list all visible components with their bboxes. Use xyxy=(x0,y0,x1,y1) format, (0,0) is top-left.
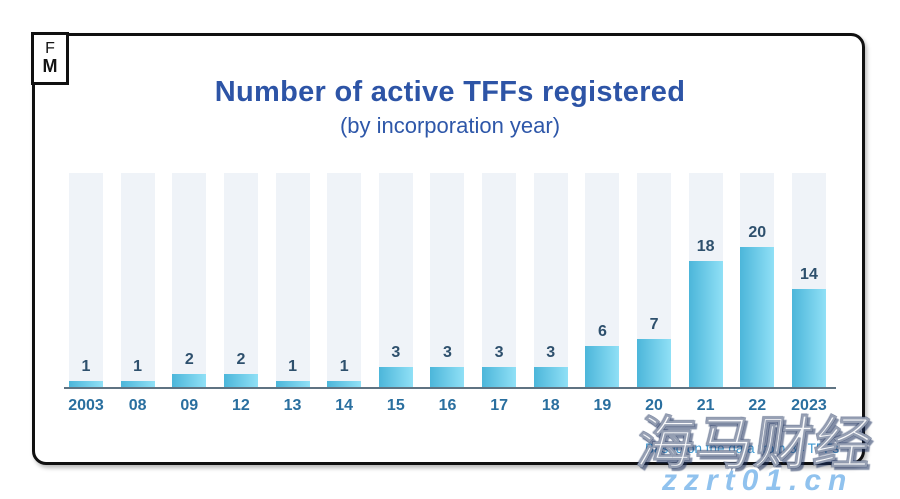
year-label-08: 08 xyxy=(128,397,147,414)
x-axis-line xyxy=(64,387,836,389)
year-label-13: 13 xyxy=(283,397,302,414)
fm-logo: F M xyxy=(31,32,69,85)
bar-column-17: 3 17 xyxy=(482,173,517,414)
column-track xyxy=(327,173,362,388)
column-track xyxy=(533,173,568,388)
page-title: Number of active TFFs registered xyxy=(214,76,686,108)
value-label-13: 1 xyxy=(288,358,297,375)
column-track xyxy=(69,173,103,388)
bar-16 xyxy=(430,367,465,388)
bar-20 xyxy=(637,339,672,388)
value-label-09: 2 xyxy=(184,351,194,368)
value-label-18: 3 xyxy=(546,344,556,361)
value-label-20: 7 xyxy=(649,316,659,333)
bar-22 xyxy=(740,247,775,388)
bar-column-16: 3 16 xyxy=(430,173,465,414)
bar-column-09: 2 09 xyxy=(172,173,207,414)
column-track xyxy=(482,173,517,388)
year-label-2023: 2023 xyxy=(791,397,827,414)
bar-17 xyxy=(482,367,517,388)
value-label-15: 3 xyxy=(391,344,401,361)
bar-column-15: 3 15 xyxy=(378,173,413,414)
bar-18 xyxy=(533,367,568,388)
value-label-19: 6 xyxy=(597,323,607,340)
footnote-text: Based on the data from 84 TFFs xyxy=(645,441,840,456)
year-label-22: 22 xyxy=(748,397,767,414)
bar-column-2023: 14 2023 xyxy=(791,173,827,414)
year-label-17: 17 xyxy=(490,397,508,414)
value-label-16: 3 xyxy=(443,344,452,361)
value-label-12: 2 xyxy=(236,351,246,368)
column-track xyxy=(275,173,310,388)
bar-12 xyxy=(223,374,258,388)
value-label-08: 1 xyxy=(133,358,143,375)
watermark-site-url: zzrt01.cn xyxy=(662,464,854,497)
year-label-21: 21 xyxy=(696,397,715,414)
value-label-2003: 1 xyxy=(81,358,91,375)
year-label-14: 14 xyxy=(335,397,354,414)
year-label-2003: 2003 xyxy=(68,397,104,414)
year-label-09: 09 xyxy=(180,397,199,414)
bar-column-21: 18 21 xyxy=(688,173,723,414)
value-label-21: 18 xyxy=(696,238,715,255)
bar-2003 xyxy=(69,381,103,388)
bar-column-18: 3 18 xyxy=(533,173,568,414)
bar-13 xyxy=(275,381,310,388)
bar-09 xyxy=(172,374,207,388)
bar-column-12: 2 12 xyxy=(223,173,258,414)
column-track xyxy=(223,173,258,388)
year-label-16: 16 xyxy=(438,397,457,414)
bar-column-13: 1 13 xyxy=(275,173,310,414)
bar-column-2003: 1 2003 xyxy=(68,173,104,414)
bar-column-19: 6 19 xyxy=(585,173,620,414)
bar-21 xyxy=(688,261,723,388)
bar-08 xyxy=(120,381,155,388)
fm-logo-letter-m: M xyxy=(42,56,58,77)
value-label-14: 1 xyxy=(339,358,349,375)
year-label-19: 19 xyxy=(593,397,612,414)
column-track xyxy=(378,173,413,388)
page-subtitle: (by incorporation year) xyxy=(339,113,561,138)
column-track xyxy=(172,173,207,388)
bar-column-20: 7 20 xyxy=(637,173,672,414)
year-label-18: 18 xyxy=(541,397,560,414)
year-label-12: 12 xyxy=(232,397,250,414)
column-track xyxy=(120,173,155,388)
value-label-17: 3 xyxy=(494,344,504,361)
value-label-2023: 14 xyxy=(800,266,818,283)
bar-column-14: 1 14 xyxy=(327,173,362,414)
bar-15 xyxy=(378,367,413,388)
year-label-20: 20 xyxy=(645,397,663,414)
bar-19 xyxy=(585,346,620,388)
fm-logo-letter-f: F xyxy=(45,40,55,58)
year-label-15: 15 xyxy=(386,397,405,414)
bar-column-08: 1 08 xyxy=(120,173,155,414)
bar-column-22: 20 22 xyxy=(740,173,775,414)
value-label-22: 20 xyxy=(748,224,767,241)
bar-2023 xyxy=(791,289,826,388)
column-track xyxy=(430,173,465,388)
bar-14 xyxy=(327,381,362,388)
